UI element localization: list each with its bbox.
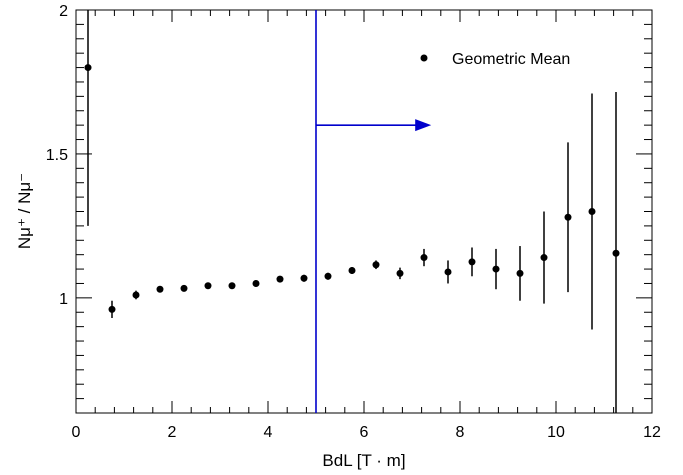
tick-labels: 0 2 4 6 8 10 12 1 1.5 2 xyxy=(46,3,661,441)
data-point xyxy=(204,282,212,290)
data-point xyxy=(84,64,92,72)
data-point xyxy=(108,305,116,313)
x-tick-label: 2 xyxy=(168,424,177,441)
data-point xyxy=(300,274,308,282)
data-point xyxy=(564,213,572,221)
data-point xyxy=(348,267,356,275)
legend-marker xyxy=(420,54,428,62)
data-point xyxy=(180,284,188,292)
legend: Geometric Mean xyxy=(420,51,570,68)
plot-frame xyxy=(75,9,653,414)
data-point xyxy=(612,249,620,257)
data-point xyxy=(492,265,500,273)
plot-frame-group xyxy=(75,9,653,414)
x-tick-label: 8 xyxy=(456,424,465,441)
data-point xyxy=(276,275,284,283)
arrow-head xyxy=(415,119,432,132)
tick-marks xyxy=(75,9,653,414)
y-axis-title: Nμ⁺ / Nμ⁻ xyxy=(15,173,34,249)
x-axis-title: BdL [T · m] xyxy=(322,451,405,470)
data-point xyxy=(444,268,452,276)
x-tick-label: 6 xyxy=(360,424,369,441)
x-tick-label: 10 xyxy=(547,424,565,441)
threshold-line-group xyxy=(315,10,432,413)
x-tick-label: 12 xyxy=(643,424,661,441)
data-point xyxy=(156,285,164,293)
data-point xyxy=(540,254,548,262)
y-tick-label: 1 xyxy=(59,291,68,308)
data-point xyxy=(132,291,140,299)
data-point xyxy=(396,269,404,277)
data-point xyxy=(588,208,596,215)
x-tick-label: 0 xyxy=(72,424,81,441)
x-tick-label: 4 xyxy=(264,424,273,441)
legend-label: Geometric Mean xyxy=(452,51,570,68)
data-point xyxy=(228,282,236,290)
y-tick-label: 1.5 xyxy=(46,147,68,164)
y-tick-label: 2 xyxy=(59,3,68,20)
data-point xyxy=(516,269,524,277)
data-points xyxy=(84,10,620,413)
data-point xyxy=(468,258,476,266)
data-point xyxy=(420,254,428,262)
data-point xyxy=(324,272,332,280)
data-point xyxy=(372,261,380,269)
data-point xyxy=(252,279,260,287)
